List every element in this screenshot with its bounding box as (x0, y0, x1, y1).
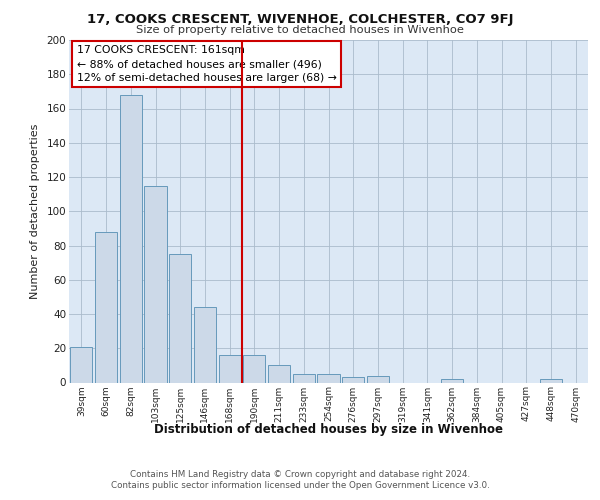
Bar (293, 374, 315, 382)
Bar (243, 355, 265, 382)
Bar (367, 376, 389, 382)
Bar (119, 95, 142, 382)
Bar (145, 186, 167, 382)
Bar (540, 379, 562, 382)
Bar (169, 254, 191, 382)
Text: Contains public sector information licensed under the Open Government Licence v3: Contains public sector information licen… (110, 481, 490, 490)
Bar (194, 307, 216, 382)
Text: Distribution of detached houses by size in Wivenhoe: Distribution of detached houses by size … (154, 422, 503, 436)
Bar (95, 232, 117, 382)
Bar (218, 355, 241, 382)
Text: Size of property relative to detached houses in Wivenhoe: Size of property relative to detached ho… (136, 25, 464, 35)
Text: 17, COOKS CRESCENT, WIVENHOE, COLCHESTER, CO7 9FJ: 17, COOKS CRESCENT, WIVENHOE, COLCHESTER… (87, 12, 513, 26)
Bar (268, 366, 290, 382)
Bar (342, 378, 364, 382)
Bar (441, 379, 463, 382)
Bar (317, 374, 340, 382)
Y-axis label: Number of detached properties: Number of detached properties (29, 124, 40, 299)
Bar (70, 346, 92, 382)
Text: 17 COOKS CRESCENT: 161sqm
← 88% of detached houses are smaller (496)
12% of semi: 17 COOKS CRESCENT: 161sqm ← 88% of detac… (77, 45, 337, 83)
Text: Contains HM Land Registry data © Crown copyright and database right 2024.: Contains HM Land Registry data © Crown c… (130, 470, 470, 479)
